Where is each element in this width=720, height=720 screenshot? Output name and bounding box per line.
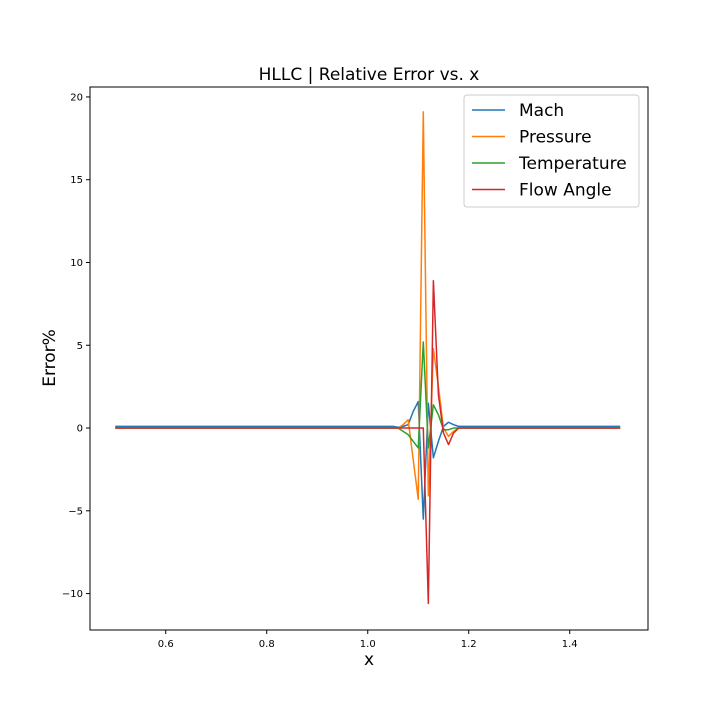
x-tick-label: 0.6	[158, 639, 174, 650]
series-line-0	[115, 400, 621, 520]
legend-label: Mach	[519, 101, 564, 121]
x-axis-ticks: 0.6 0.8 1.0 1.2 1.4	[158, 630, 578, 650]
series-layer	[115, 111, 621, 605]
y-tick-label: −5	[68, 506, 83, 517]
y-tick-label: −10	[62, 589, 83, 600]
chart-title: HLLC | Relative Error vs. x	[259, 65, 480, 85]
legend-label: Temperature	[518, 154, 627, 174]
series-line-2	[115, 341, 621, 449]
x-axis-label: x	[364, 650, 374, 670]
legend-label: Pressure	[519, 128, 592, 148]
legend: Mach Pressure Temperature Flow Angle	[463, 94, 640, 208]
y-axis-label: Error%	[40, 329, 60, 387]
y-tick-label: 15	[70, 175, 83, 186]
x-tick-label: 1.4	[562, 639, 578, 650]
y-axis-ticks: −10 −5 0 5 10 15 20	[62, 92, 90, 600]
x-tick-label: 0.8	[259, 639, 275, 650]
x-tick-label: 1.0	[360, 639, 376, 650]
y-tick-label: 10	[70, 258, 83, 269]
plot-frame	[89, 86, 649, 631]
x-tick-label: 1.2	[461, 639, 477, 650]
y-tick-label: 0	[77, 424, 83, 435]
legend-label: Flow Angle	[519, 181, 612, 201]
y-tick-label: 20	[70, 92, 83, 103]
y-tick-label: 5	[77, 341, 83, 352]
series-line-3	[115, 279, 621, 605]
legend-box	[463, 94, 640, 208]
